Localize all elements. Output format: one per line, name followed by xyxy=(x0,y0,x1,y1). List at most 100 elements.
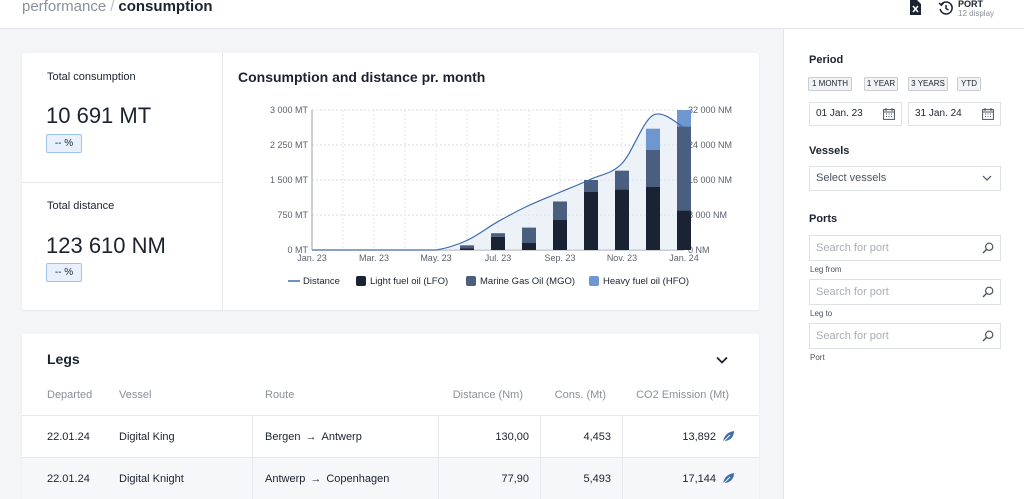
bar-hfo xyxy=(646,128,660,150)
column-divider xyxy=(252,458,253,499)
period-1-year-button[interactable]: 1 YEAR xyxy=(864,77,898,91)
port-sublabel: 12 display xyxy=(958,9,995,18)
bar-lfo xyxy=(491,236,505,250)
bar-mgo xyxy=(584,180,598,192)
route-from: Bergen xyxy=(265,431,301,443)
vessels-select[interactable]: Select vessels xyxy=(809,166,1001,191)
cell-cons: 4,453 xyxy=(583,431,611,443)
column-header-route[interactable]: Route xyxy=(265,389,295,401)
bar-mgo xyxy=(677,126,691,211)
collapse-chevron-icon[interactable] xyxy=(714,352,730,368)
cell-vessel: Digital King xyxy=(119,431,175,443)
y-right-tick-label: 32 000 NM xyxy=(688,105,732,115)
column-header-vessel[interactable]: Vessel xyxy=(119,389,152,401)
y-left-tick-label: 2 250 MT xyxy=(270,140,309,150)
period-ytd-button[interactable]: YTD xyxy=(957,77,981,91)
bar-lfo xyxy=(677,210,691,250)
column-header-cons[interactable]: Cons. (Mt) xyxy=(554,389,606,401)
legend-label-mgo: Marine Gas Oil (MGO) xyxy=(480,276,575,287)
y-right-tick-label: 0 NM xyxy=(688,245,710,255)
consumption-distance-chart: 0 MT 0 NM 750 MT 8 000 NM 1 500 MT 16 000 NM 2… xyxy=(270,105,732,287)
calendar-icon[interactable] xyxy=(982,108,994,120)
column-divider xyxy=(252,416,253,458)
total-consumption-change-badge: -- % xyxy=(46,134,82,153)
x-tick-label: May. 23 xyxy=(420,253,451,263)
y-left-tick-label: 0 MT xyxy=(287,245,308,255)
bar-mgo xyxy=(522,227,536,243)
legend-swatch-mgo xyxy=(466,276,476,286)
calendar-icon[interactable] xyxy=(883,108,895,120)
summary-divider xyxy=(222,53,223,310)
bar-lfo xyxy=(615,189,629,250)
legs-card: Legs Departed Vessel Route Distance (Nm)… xyxy=(22,334,759,499)
total-distance-value: 123 610 NM xyxy=(46,233,166,258)
date-to-field[interactable]: 31 Jan. 24 xyxy=(908,102,1001,126)
legs-title: Legs xyxy=(47,351,80,367)
legend-swatch-hfo xyxy=(589,276,599,286)
x-tick-label: Nov. 23 xyxy=(607,253,637,263)
breadcrumb-separator: / xyxy=(110,0,115,15)
total-consumption-title: Total consumption xyxy=(47,71,136,83)
route-arrow-icon: → xyxy=(310,473,322,485)
bar-hfo xyxy=(677,110,691,127)
leg-to-placeholder: Search for port xyxy=(816,286,889,298)
y-left-tick-label: 3 000 MT xyxy=(270,105,309,115)
leg-to-search-input[interactable]: Search for port xyxy=(809,279,1001,305)
x-tick-label: Jan. 23 xyxy=(297,253,327,263)
summary-card: Total consumption 10 691 MT -- % Total d… xyxy=(22,53,759,310)
cell-distance: 77,90 xyxy=(501,473,529,485)
column-header-distance[interactable]: Distance (Nm) xyxy=(452,389,523,401)
filter-panel: Period 1 MONTH 1 YEAR 3 YEARS YTD 01 Jan… xyxy=(783,29,1024,499)
legend-label-hfo: Heavy fuel oil (HFO) xyxy=(603,276,689,287)
cell-route: Bergen → Antwerp xyxy=(265,416,362,458)
ports-title: Ports xyxy=(809,213,838,225)
y-right-tick-label: 16 000 NM xyxy=(688,175,732,185)
column-header-departed[interactable]: Departed xyxy=(47,389,93,401)
table-row[interactable]: 22.01.24 Digital King Bergen → Antwerp 130… xyxy=(22,415,759,458)
total-consumption-value: 10 691 MT xyxy=(46,103,152,128)
bar-mgo xyxy=(553,201,567,220)
vessels-placeholder: Select vessels xyxy=(816,172,887,184)
y-left-tick-label: 750 MT xyxy=(277,210,308,220)
column-divider xyxy=(622,458,623,499)
date-from-field[interactable]: 01 Jan. 23 xyxy=(809,102,902,126)
port-search-input[interactable]: Search for port xyxy=(809,323,1001,349)
route-arrow-icon: → xyxy=(305,431,317,443)
top-bar: performance / consumption PORT 12 display xyxy=(0,0,1024,29)
period-1-month-button[interactable]: 1 MONTH xyxy=(808,77,852,91)
leaf-icon xyxy=(722,431,734,443)
chart-title: Consumption and distance pr. month xyxy=(238,69,486,85)
period-3-years-button[interactable]: 3 YEARS xyxy=(908,77,948,91)
column-divider xyxy=(438,458,439,499)
legend-label-distance: Distance xyxy=(303,276,340,287)
vessels-title: Vessels xyxy=(809,145,850,157)
route-to: Antwerp xyxy=(321,431,362,443)
search-icon xyxy=(982,242,994,254)
breadcrumb-current: consumption xyxy=(118,0,213,15)
port-display-toggle[interactable]: PORT 12 display xyxy=(938,0,994,18)
column-divider xyxy=(540,458,541,499)
bar-lfo xyxy=(522,243,536,250)
table-row[interactable]: 22.01.24 Digital Knight Antwerp → Copenhag… xyxy=(22,457,759,499)
date-to-value: 31 Jan. 24 xyxy=(915,108,962,119)
column-divider xyxy=(622,416,623,458)
bar-lfo xyxy=(584,191,598,250)
breadcrumb: performance / consumption xyxy=(22,0,213,15)
port-label: PORT xyxy=(958,0,984,9)
breadcrumb-parent[interactable]: performance xyxy=(22,0,107,15)
cell-cons: 5,493 xyxy=(583,473,611,485)
excel-export-icon[interactable] xyxy=(908,0,922,15)
port-placeholder: Search for port xyxy=(816,330,889,342)
date-from-value: 01 Jan. 23 xyxy=(816,108,863,119)
column-header-co2[interactable]: CO2 Emission (Mt) xyxy=(636,389,729,401)
kpi-divider xyxy=(22,182,222,183)
search-icon xyxy=(982,330,994,342)
cell-distance: 130,00 xyxy=(495,431,529,443)
search-icon xyxy=(982,286,994,298)
cell-vessel: Digital Knight xyxy=(119,473,184,485)
leg-to-label: Leg to xyxy=(810,309,833,318)
total-distance-title: Total distance xyxy=(47,200,115,212)
y-left-tick-label: 1 500 MT xyxy=(270,175,309,185)
leg-from-search-input[interactable]: Search for port xyxy=(809,235,1001,261)
leg-from-label: Leg from xyxy=(810,265,842,274)
